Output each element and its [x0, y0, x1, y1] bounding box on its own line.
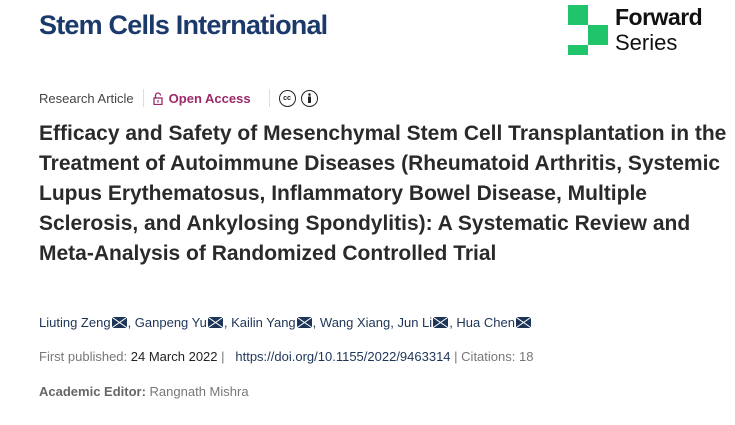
divider: |: [454, 349, 462, 364]
logo-text-forward: Forward: [615, 4, 703, 30]
email-icon[interactable]: [515, 317, 531, 328]
open-access-badge[interactable]: Open Access: [153, 91, 251, 106]
logo-square: [568, 45, 588, 55]
article-type: Research Article: [39, 90, 134, 106]
article-meta: Research Article Open Access cc: [39, 89, 323, 107]
email-icon[interactable]: [111, 317, 127, 328]
separator: ,: [127, 315, 135, 330]
author-name[interactable]: Ganpeng Yu: [134, 315, 207, 330]
doi-link[interactable]: https://doi.org/10.1155/2022/9463314: [235, 349, 451, 364]
email-icon[interactable]: [296, 317, 312, 328]
author-name[interactable]: Hua Chen: [456, 315, 515, 330]
publication-info: First published: 24 March 2022 | https:/…: [39, 349, 534, 364]
cc-icon[interactable]: cc: [278, 89, 296, 107]
author-name[interactable]: Kailin Yang: [231, 315, 296, 330]
journal-title[interactable]: Stem Cells International: [39, 10, 328, 40]
separator: ,: [390, 315, 398, 330]
logo-square: [588, 25, 608, 45]
separator: ,: [223, 315, 232, 330]
email-icon[interactable]: [433, 317, 449, 328]
author-name[interactable]: Jun Li: [397, 315, 433, 330]
divider: [142, 89, 144, 107]
attribution-icon[interactable]: [300, 89, 318, 107]
citations[interactable]: Citations: 18: [461, 349, 534, 364]
email-icon[interactable]: [207, 317, 223, 328]
author-name[interactable]: Liuting Zeng: [39, 315, 111, 330]
divider: [268, 89, 270, 107]
lock-icon: [153, 91, 163, 105]
author-list: Liuting Zeng, Ganpeng Yu, Kailin Yang, W…: [39, 315, 532, 330]
divider: |: [221, 349, 232, 364]
editor-name: Rangnath Mishra: [149, 384, 249, 399]
article-title: Efficacy and Safety of Mesenchymal Stem …: [39, 122, 727, 265]
logo-text-series: Series: [615, 30, 678, 55]
publication-date: 24 March 2022: [130, 349, 218, 364]
separator: ,: [449, 315, 457, 330]
separator: ,: [312, 315, 320, 330]
author-name[interactable]: Wang Xiang: [319, 315, 391, 330]
academic-editor: Academic Editor: Rangnath Mishra: [39, 384, 249, 399]
logo-square: [568, 5, 588, 25]
